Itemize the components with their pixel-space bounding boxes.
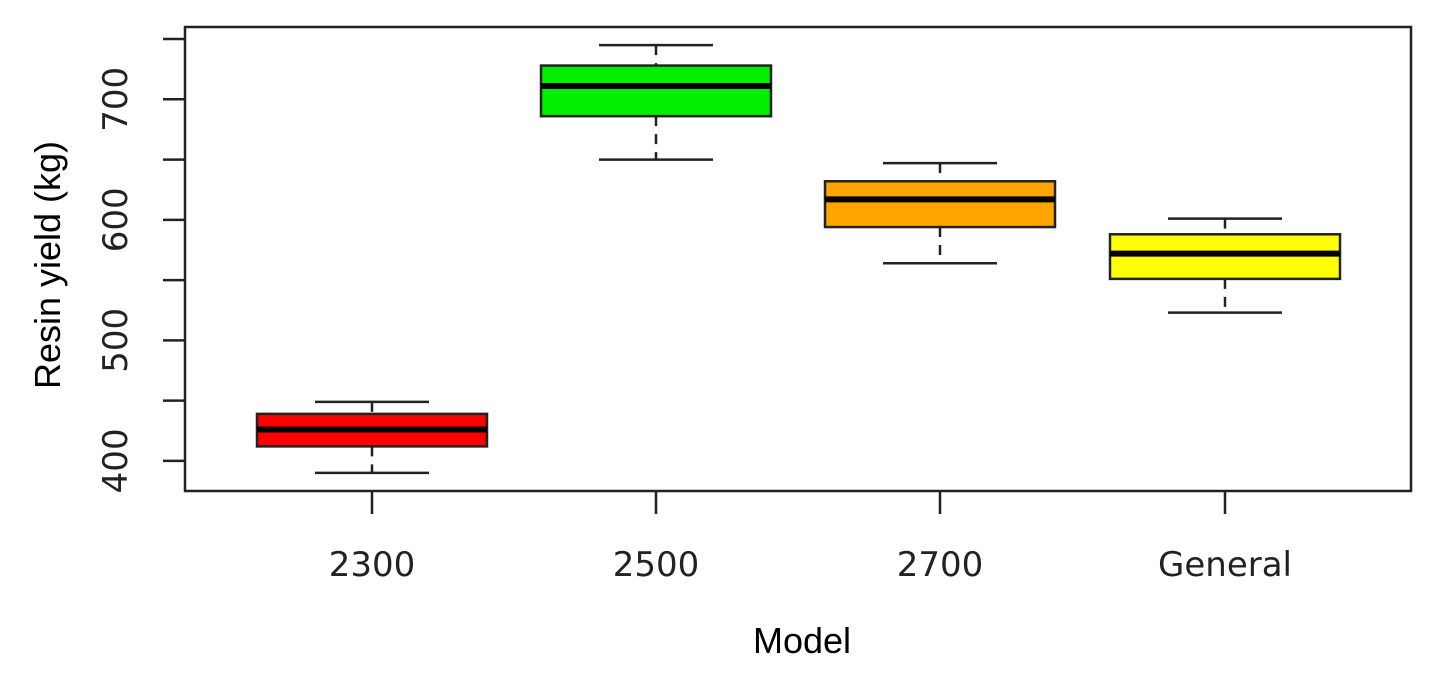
x-tick-label: 2700 bbox=[897, 545, 984, 585]
y-tick-label: 700 bbox=[96, 67, 136, 132]
y-tick-label: 500 bbox=[96, 308, 136, 373]
box-2700 bbox=[823, 161, 1057, 265]
y-tick-label: 400 bbox=[96, 428, 136, 493]
y-tick-label: 600 bbox=[96, 187, 136, 252]
x-tick-label: 2500 bbox=[613, 545, 700, 585]
iqr-box bbox=[823, 180, 1057, 229]
x-tick-label: 2300 bbox=[329, 545, 416, 585]
y-axis: 400 500 600 700 bbox=[96, 37, 185, 493]
x-tick-label: General bbox=[1158, 545, 1292, 585]
boxes bbox=[255, 43, 1342, 475]
iqr-box bbox=[1108, 233, 1342, 281]
x-axis: 2300 2500 2700 General bbox=[329, 491, 1292, 585]
x-axis-title: Model bbox=[753, 620, 851, 661]
box-2500 bbox=[539, 43, 773, 161]
plot-frame bbox=[183, 25, 1413, 493]
box-General bbox=[1108, 217, 1342, 314]
y-axis-title: Resin yield (kg) bbox=[27, 141, 68, 389]
box-2300 bbox=[255, 400, 489, 475]
iqr-box bbox=[539, 64, 773, 118]
